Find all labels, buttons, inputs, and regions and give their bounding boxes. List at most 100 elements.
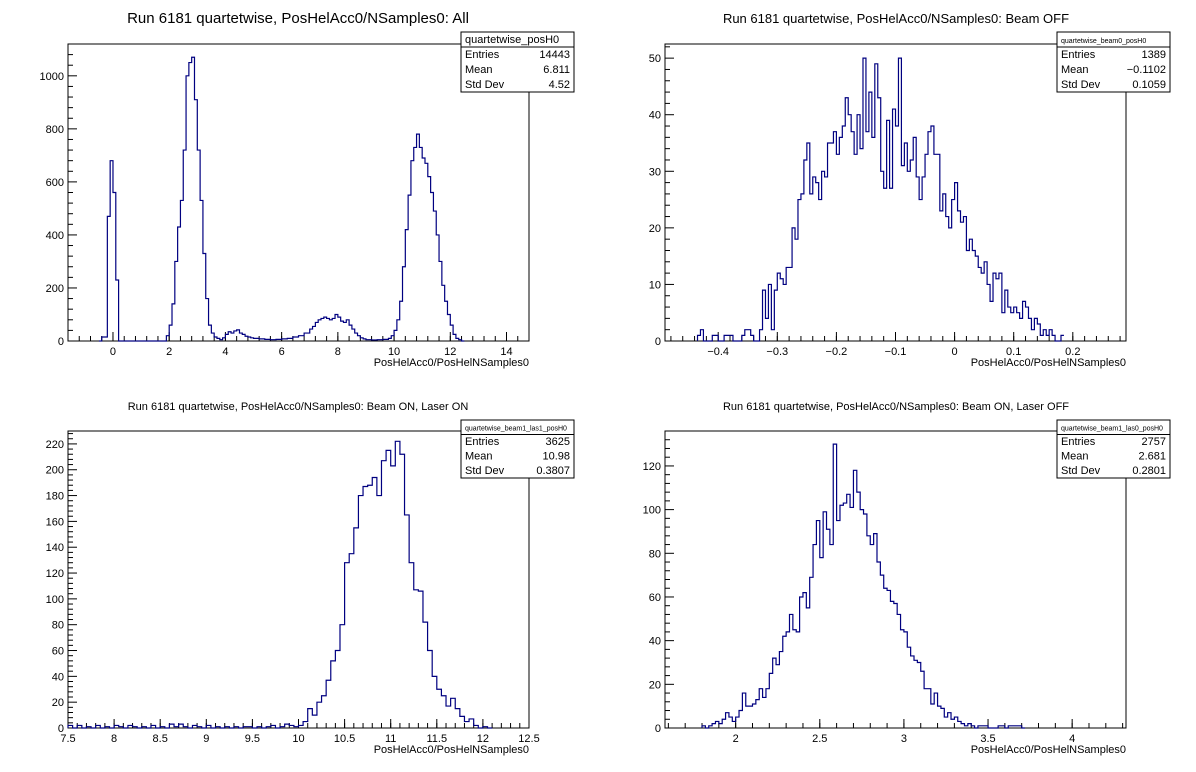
y-tick-label: 10 [649, 279, 661, 291]
x-axis-label: PosHelAcc0/PosHelNSamples0 [971, 744, 1126, 756]
y-tick-label: 0 [58, 723, 64, 735]
stats-label: Mean [465, 64, 493, 76]
y-tick-label: 20 [52, 697, 64, 709]
y-tick-label: 40 [649, 110, 661, 122]
x-tick-label: 12.5 [518, 733, 539, 745]
x-tick-label: 2 [166, 346, 172, 358]
stats-name: quartetwise_beam1_las1_posH0 [465, 426, 567, 433]
stats-value: 2757 [1142, 436, 1166, 448]
y-tick-label: 140 [46, 542, 64, 554]
stats-label: Entries [1061, 436, 1096, 448]
y-tick-label: 200 [46, 465, 64, 477]
histogram-panel-1: Run 6181 quartetwise, PosHelAcc0/NSample… [40, 10, 575, 369]
x-tick-label: 11.5 [427, 733, 448, 745]
x-tick-label: 10 [388, 346, 400, 358]
x-tick-label: 3 [901, 733, 907, 745]
stats-value: 1389 [1142, 49, 1166, 61]
y-tick-label: 100 [643, 505, 661, 517]
histogram-panel-2: Run 6181 quartetwise, PosHelAcc0/NSample… [649, 11, 1171, 369]
y-tick-label: 120 [46, 568, 64, 580]
x-tick-label: 9 [203, 733, 209, 745]
x-tick-label: 4 [222, 346, 228, 358]
stats-box: quartetwise_posH0 Entries 14443 Mean 6.811 St… [460, 31, 575, 93]
x-tick-label: 11 [385, 733, 396, 745]
x-tick-label: 8 [111, 733, 117, 745]
histogram-series [67, 440, 493, 729]
x-tick-label: 4 [1069, 733, 1075, 745]
x-tick-label: −0.4 [707, 346, 729, 358]
y-tick-label: 1000 [40, 71, 64, 83]
stats-value: 0.2801 [1132, 465, 1166, 477]
x-tick-label: −0.2 [826, 346, 848, 358]
x-tick-label: 10.5 [334, 733, 355, 745]
y-tick-label: 60 [649, 592, 661, 604]
stats-value: −0.1102 [1127, 64, 1166, 76]
stats-label: Mean [1061, 64, 1089, 76]
stats-label: Std Dev [1061, 465, 1101, 477]
chart-title: Run 6181 quartetwise, PosHelAcc0/NSample… [127, 10, 469, 27]
chart-title: Run 6181 quartetwise, PosHelAcc0/NSample… [128, 401, 469, 413]
stats-label: Entries [465, 436, 500, 448]
x-tick-label: 14 [500, 346, 512, 358]
stats-value: 4.52 [549, 79, 570, 91]
stats-value: 14443 [539, 49, 570, 61]
stats-label: Entries [465, 49, 500, 61]
x-axis-label: PosHelAcc0/PosHelNSamples0 [971, 357, 1126, 369]
stats-label: Mean [1061, 451, 1089, 463]
stats-name: quartetwise_beam0_posH0 [1061, 38, 1146, 45]
y-tick-label: 800 [46, 124, 64, 136]
x-tick-label: 7.5 [60, 733, 75, 745]
x-tick-label: 0.1 [1006, 346, 1021, 358]
histogram-series [98, 56, 465, 342]
stats-value: 10.98 [542, 451, 570, 463]
y-tick-label: 20 [649, 223, 661, 235]
histogram-panel-3: Run 6181 quartetwise, PosHelAcc0/NSample… [46, 401, 575, 756]
y-tick-label: 30 [649, 166, 661, 178]
y-tick-label: 400 [46, 230, 64, 242]
x-tick-label: 12 [444, 346, 456, 358]
x-tick-label: 0.2 [1065, 346, 1080, 358]
stats-value: 2.681 [1138, 451, 1166, 463]
stats-name: quartetwise_beam1_las0_posH0 [1061, 426, 1163, 433]
x-tick-label: 0 [110, 346, 116, 358]
x-tick-label: 12 [477, 733, 489, 745]
stats-label: Std Dev [465, 79, 505, 91]
x-tick-label: 8.5 [153, 733, 168, 745]
y-tick-label: 0 [655, 336, 661, 348]
x-tick-label: 3.5 [980, 733, 995, 745]
x-tick-label: −0.3 [766, 346, 788, 358]
y-tick-label: 20 [649, 679, 661, 691]
y-tick-label: 180 [46, 491, 64, 503]
plot-frame [67, 43, 530, 342]
y-tick-label: 50 [649, 53, 661, 65]
y-tick-label: 220 [46, 439, 64, 451]
y-tick-label: 80 [649, 548, 661, 560]
x-tick-label: 0 [952, 346, 958, 358]
stats-value: 3625 [546, 436, 570, 448]
y-tick-label: 40 [649, 636, 661, 648]
chart-title: Run 6181 quartetwise, PosHelAcc0/NSample… [723, 401, 1069, 413]
y-tick-label: 120 [643, 461, 661, 473]
y-tick-label: 40 [52, 671, 64, 683]
y-tick-label: 80 [52, 620, 64, 632]
stats-label: Std Dev [1061, 79, 1101, 91]
histogram-series [701, 443, 1026, 729]
x-tick-label: −0.1 [885, 346, 907, 358]
x-tick-label: 6 [279, 346, 285, 358]
x-tick-label: 8 [335, 346, 341, 358]
stats-label: Entries [1061, 49, 1096, 61]
y-tick-label: 0 [58, 336, 64, 348]
chart-title: Run 6181 quartetwise, PosHelAcc0/NSample… [723, 11, 1069, 26]
y-tick-label: 0 [655, 723, 661, 735]
x-tick-label: 9.5 [245, 733, 260, 745]
stats-name: quartetwise_posH0 [465, 34, 559, 46]
stats-box: quartetwise_beam0_posH0 Entries 1389 Mean −0… [1056, 31, 1171, 93]
plot-frame [67, 430, 530, 729]
x-tick-label: 2 [733, 733, 739, 745]
stats-label: Mean [465, 451, 493, 463]
stats-box: quartetwise_beam1_las0_posH0 Entries 2757 M… [1056, 419, 1171, 479]
histogram-panel-4: Run 6181 quartetwise, PosHelAcc0/NSample… [643, 401, 1171, 756]
stats-label: Std Dev [465, 465, 505, 477]
stats-value: 6.811 [543, 64, 570, 76]
